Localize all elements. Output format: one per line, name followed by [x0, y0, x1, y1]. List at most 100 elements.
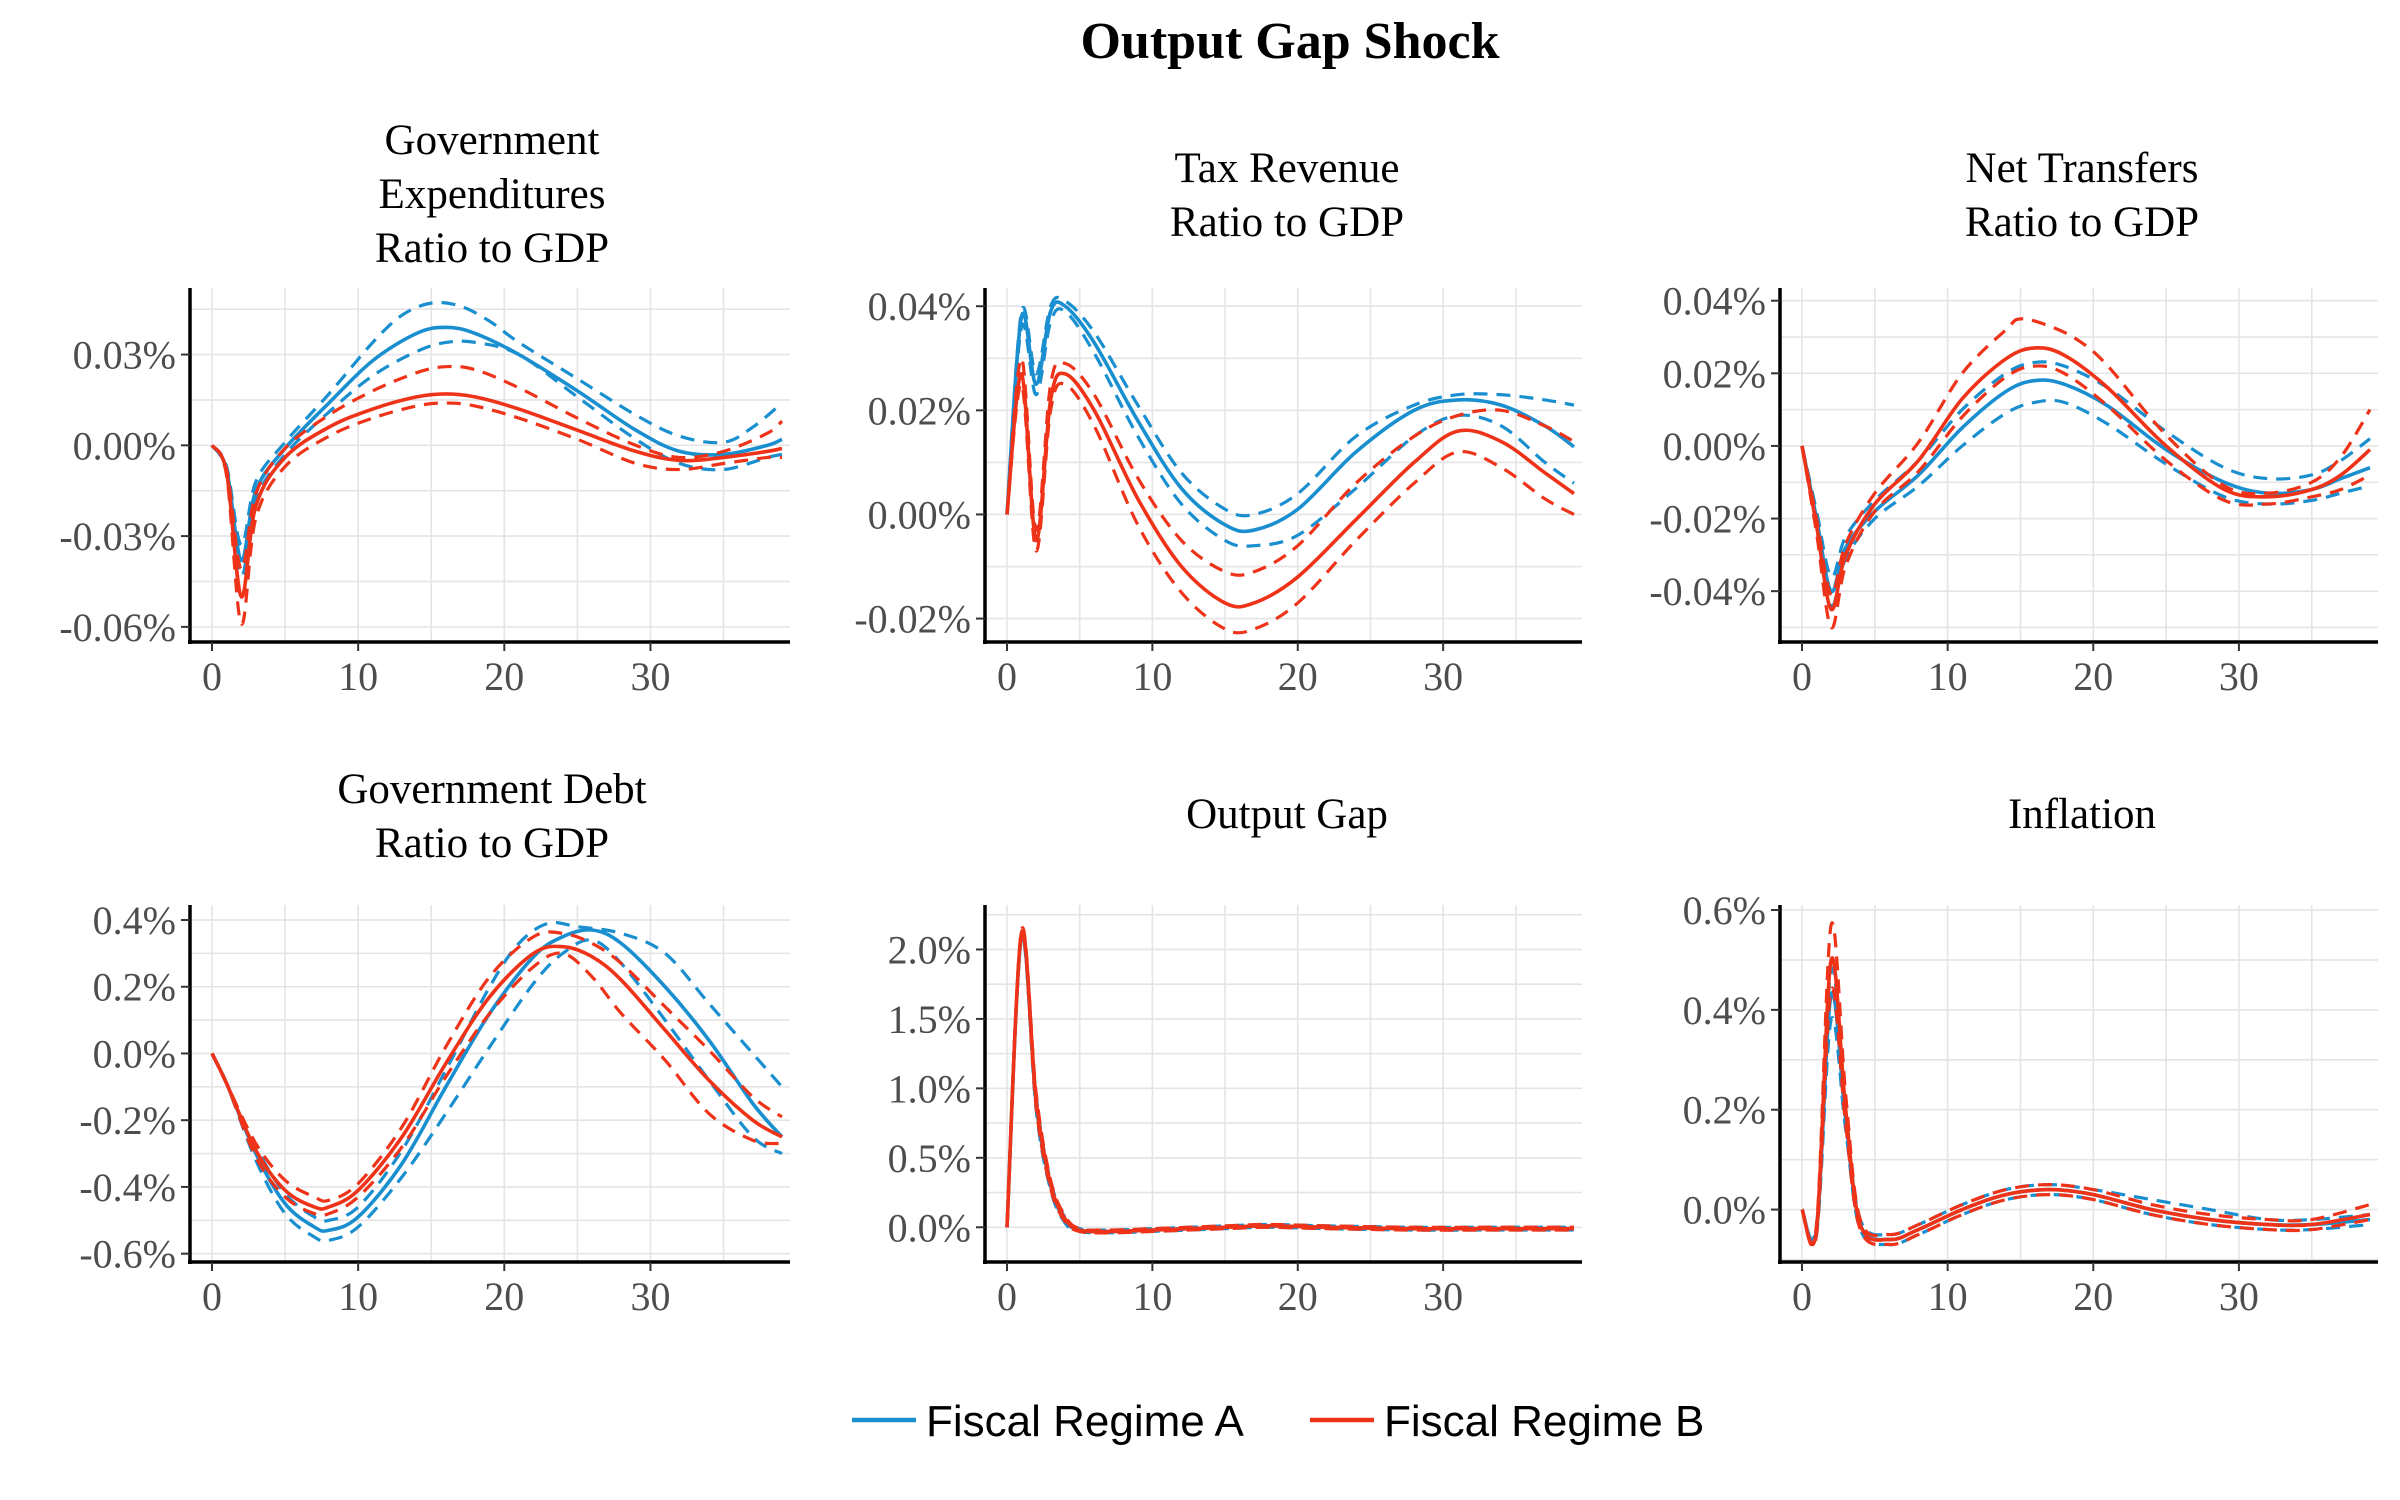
legend-label: Fiscal Regime A [926, 1397, 1245, 1446]
series-regime-a-center-line [1005, 931, 1574, 1234]
y-tick-label: 0.04% [1663, 279, 1766, 324]
series-regime-b-band-line [1005, 926, 1574, 1232]
series-regime-a-band-line [210, 339, 783, 578]
y-tick-label: 0.00% [73, 423, 176, 468]
series-regime-b-band-line [210, 364, 784, 571]
x-tick-label: 0 [1792, 654, 1812, 699]
series-regime-b-band-line [210, 930, 783, 1203]
panel-title-line: Ratio to GDP [1170, 199, 1404, 246]
x-tick-label: 10 [1928, 1274, 1968, 1319]
series-regime-a-center-line [1800, 990, 2371, 1244]
x-tick-label: 20 [1278, 1274, 1318, 1319]
series-group [1005, 926, 1574, 1235]
y-tick-label: 0.03% [73, 333, 176, 378]
x-tick-label: 0 [202, 1274, 222, 1319]
legend-item: Fiscal Regime B [1310, 1397, 1704, 1446]
y-tick-label: -0.06% [59, 605, 176, 650]
x-tick-label: 30 [630, 654, 670, 699]
panel-title-line: Tax Revenue [1174, 145, 1399, 192]
series-group [210, 300, 784, 626]
y-tick-label: 1.0% [888, 1066, 971, 1111]
y-tick-label: 0.04% [868, 284, 971, 329]
y-tick-label: 0.02% [868, 388, 971, 433]
x-tick-label: 0 [202, 654, 222, 699]
panel-title-line: Ratio to GDP [375, 225, 609, 272]
series-regime-b-band-line [210, 951, 783, 1218]
series-regime-a-band-line [1800, 966, 2371, 1242]
panel-title-line: Government Debt [337, 766, 646, 813]
panel-net-transfers: Net Transfers Ratio to GDP 0 10 20 30 -0.04% -0… [1649, 145, 2378, 699]
series-group [210, 920, 784, 1243]
y-tick-label: 0.0% [888, 1205, 971, 1250]
series-regime-a-band-line [1800, 1016, 2371, 1247]
series-regime-b-band-line [1005, 932, 1574, 1235]
panel-title-line: Net Transfers [1966, 145, 2199, 192]
y-tick-label: 1.5% [888, 997, 971, 1042]
series-regime-b-center-line [1005, 928, 1574, 1234]
panel-title-line: Government [385, 117, 600, 164]
figure-title: Output Gap Shock [1080, 13, 1499, 70]
y-tick-label: 0.0% [1683, 1188, 1766, 1233]
x-tick-label: 20 [484, 654, 524, 699]
series-regime-a-center-line [210, 325, 783, 563]
x-tick-label: 10 [1928, 654, 1968, 699]
x-tick-label: 10 [338, 654, 378, 699]
series-regime-a-band-line [1800, 398, 2371, 608]
y-tick-label: -0.02% [1649, 497, 1766, 542]
y-tick-label: 0.4% [1683, 988, 1766, 1033]
panel-title-line: Ratio to GDP [375, 820, 609, 867]
series-regime-b-center-line [1005, 371, 1576, 609]
y-tick-label: 0.00% [1663, 424, 1766, 469]
y-tick-label: -0.02% [854, 597, 971, 642]
y-tick-label: 0.4% [93, 898, 176, 943]
x-tick-label: 20 [2073, 654, 2113, 699]
y-tick-label: 0.5% [888, 1136, 971, 1181]
x-tick-label: 10 [338, 1274, 378, 1319]
x-tick-label: 20 [1278, 654, 1318, 699]
series-group [1005, 295, 1576, 635]
x-tick-label: 30 [2219, 1274, 2259, 1319]
y-tick-label: 0.6% [1683, 888, 1766, 933]
x-tick-label: 20 [2073, 1274, 2113, 1319]
y-tick-label: 0.00% [868, 492, 971, 537]
legend-item: Fiscal Regime A [852, 1397, 1245, 1446]
panel-output-gap: Output Gap 0 10 20 30 0.0% 0.5% 1.0% 1.5% 2.0% [888, 791, 1582, 1319]
series-regime-a-band-line [1005, 934, 1574, 1235]
panel-title-line: Output Gap [1186, 791, 1388, 838]
series-regime-b-band-line [1800, 364, 2371, 630]
series-regime-b-band-line [210, 401, 783, 626]
y-tick-label: 2.0% [888, 927, 971, 972]
legend: Fiscal Regime A Fiscal Regime B [852, 1397, 1704, 1446]
series-regime-b-center-line [1800, 955, 2371, 1247]
grid [1780, 905, 2378, 1262]
series-regime-a-band-line [1800, 360, 2371, 579]
series-regime-a-band-line [1005, 295, 1575, 518]
y-tick-label: -0.04% [1649, 569, 1766, 614]
x-tick-label: 30 [630, 1274, 670, 1319]
series-regime-a-band-line [210, 938, 783, 1243]
series-regime-b-band-line [1005, 381, 1575, 635]
panel-title-line: Inflation [2008, 791, 2156, 838]
series-group [1800, 921, 2371, 1249]
series-regime-b-center-line [1800, 345, 2372, 612]
x-tick-label: 10 [1132, 654, 1172, 699]
panels: Government Expenditures Ratio to GDP 0 10 20 3… [59, 117, 2378, 1319]
x-tick-label: 0 [1792, 1274, 1812, 1319]
series-regime-b-center-line [210, 392, 783, 599]
x-tick-label: 30 [1423, 654, 1463, 699]
legend-label: Fiscal Regime B [1384, 1397, 1704, 1446]
panel-gov-debt: Government Debt Ratio to GDP 0 10 20 30 -0.6% -… [79, 766, 790, 1319]
series-regime-a-center-line [210, 928, 784, 1233]
panel-gov-exp: Government Expenditures Ratio to GDP 0 10 20 3… [59, 117, 790, 699]
x-tick-label: 20 [484, 1274, 524, 1319]
series-regime-a-band-line [210, 300, 784, 547]
series-regime-b-band-line [1800, 921, 2371, 1245]
y-tick-label: -0.03% [59, 514, 176, 559]
panel-tax-rev: Tax Revenue Ratio to GDP 0 10 20 30 -0.02% 0.00… [854, 145, 1582, 699]
y-tick-label: 0.0% [93, 1031, 176, 1076]
series-group [1800, 317, 2372, 630]
x-tick-label: 30 [1423, 1274, 1463, 1319]
series-regime-b-band-line [1005, 356, 1575, 577]
series-regime-a-band-line [1005, 307, 1575, 548]
